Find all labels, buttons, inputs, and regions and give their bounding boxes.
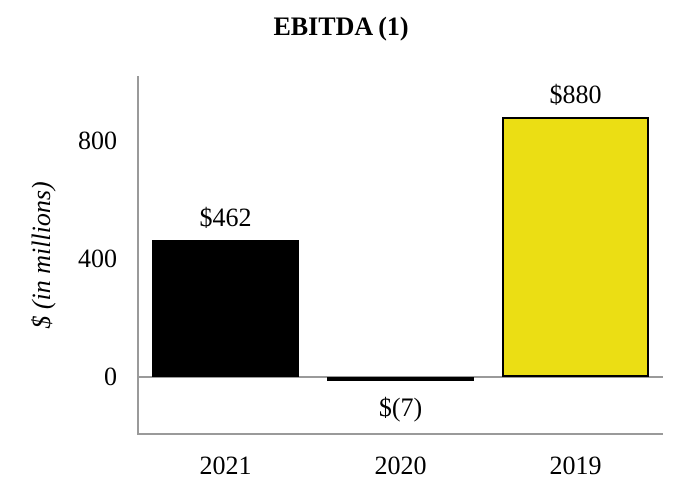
bar-2019	[502, 116, 649, 377]
chart-title: EBITDA (1)	[273, 12, 409, 41]
y-tick-label: 800	[78, 125, 117, 155]
y-tick-label: 400	[78, 243, 117, 273]
x-category-label: 2020	[374, 451, 427, 480]
y-tick-label: 0	[104, 362, 117, 391]
bar-2020	[327, 377, 474, 381]
y-axis-line	[137, 76, 139, 435]
bar-2021	[152, 240, 299, 377]
bar-value-label: $462	[199, 203, 252, 233]
bar-value-label: $(7)	[378, 393, 423, 422]
x-category-label: 2021	[199, 451, 252, 480]
bar-value-label: $880	[549, 79, 602, 109]
x-category-label: 2019	[549, 451, 602, 480]
plot-bottom-border	[137, 433, 663, 435]
